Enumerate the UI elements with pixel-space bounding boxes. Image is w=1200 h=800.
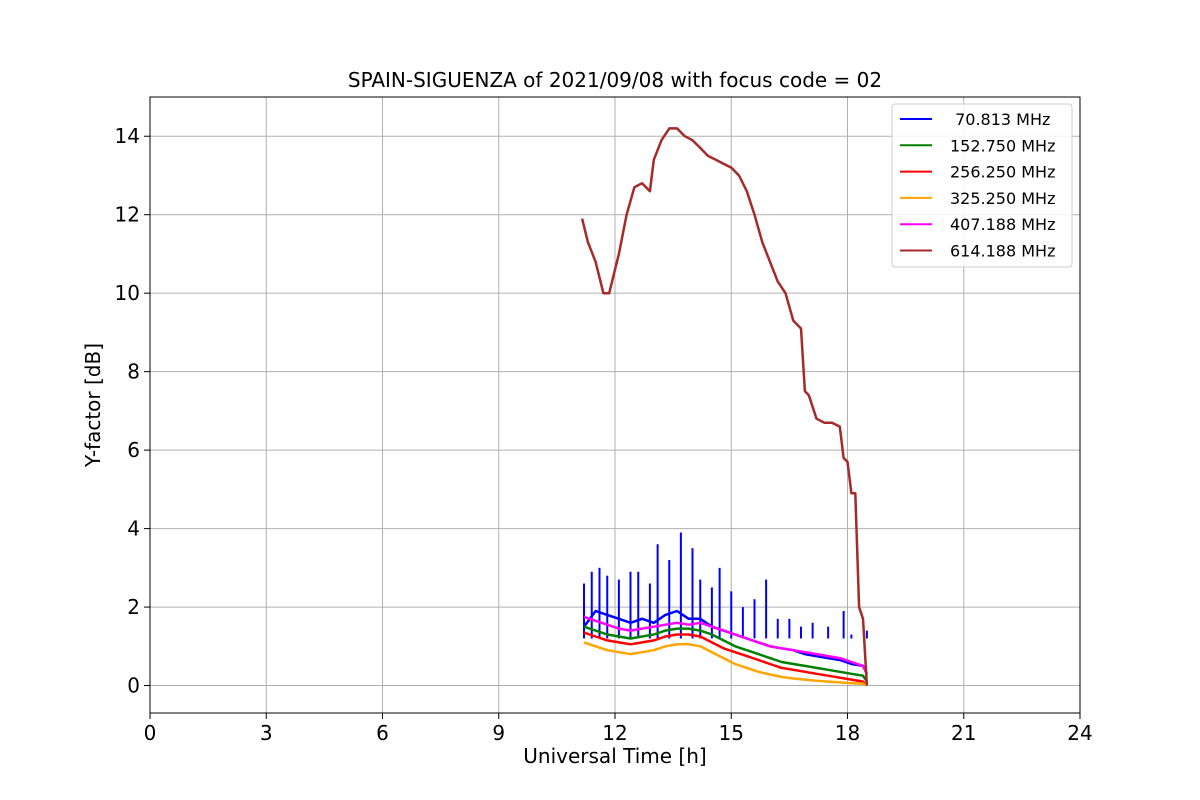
legend: 70.813 MHz 152.750 MHz 256.250 MHz 325.250 … [891, 103, 1073, 268]
series-line [583, 641, 868, 687]
legend-label: 407.188 MHz [950, 215, 1055, 234]
series-line [580, 127, 869, 686]
x-tick-label: 0 [144, 721, 157, 745]
y-axis: 0 2 4 6 8 10 12 14 [115, 124, 150, 698]
y-tick-label: 8 [127, 360, 140, 384]
legend-box [891, 103, 1073, 268]
series-1 [583, 625, 868, 683]
series-layer [580, 127, 869, 687]
x-tick-label: 21 [951, 721, 976, 745]
x-axis: 0 3 6 9 12 15 18 21 24 [144, 713, 1093, 745]
y-tick-label: 6 [127, 438, 140, 462]
series-4 [583, 615, 869, 675]
series-5 [580, 127, 869, 686]
x-tick-label: 9 [492, 721, 505, 745]
y-tick-label: 12 [115, 203, 140, 227]
y-tick-label: 0 [127, 674, 140, 698]
legend-label: 614.188 MHz [950, 242, 1055, 261]
y-tick-label: 14 [115, 124, 140, 148]
x-tick-label: 24 [1067, 721, 1092, 745]
series-3 [583, 641, 868, 687]
x-tick-label: 18 [835, 721, 860, 745]
x-tick-label: 6 [376, 721, 389, 745]
grid [149, 97, 1081, 713]
y-axis-label: Y-factor [dB] [81, 343, 105, 468]
legend-label: 70.813 MHz [950, 110, 1050, 129]
x-tick-label: 12 [602, 721, 627, 745]
y-tick-label: 4 [127, 517, 140, 541]
legend-label: 256.250 MHz [950, 163, 1055, 182]
x-axis-label: Universal Time [h] [523, 744, 706, 768]
legend-label: 325.250 MHz [950, 189, 1055, 208]
y-tick-label: 2 [127, 595, 140, 619]
y-tick-label: 10 [115, 281, 140, 305]
series-line [583, 615, 869, 675]
chart-title: SPAIN-SIGUENZA of 2021/09/08 with focus … [348, 68, 882, 92]
legend-label: 152.750 MHz [950, 136, 1055, 155]
series-2 [583, 631, 868, 687]
series-line [583, 625, 868, 683]
x-tick-label: 3 [260, 721, 273, 745]
series-line [583, 631, 868, 687]
x-tick-label: 15 [719, 721, 744, 745]
